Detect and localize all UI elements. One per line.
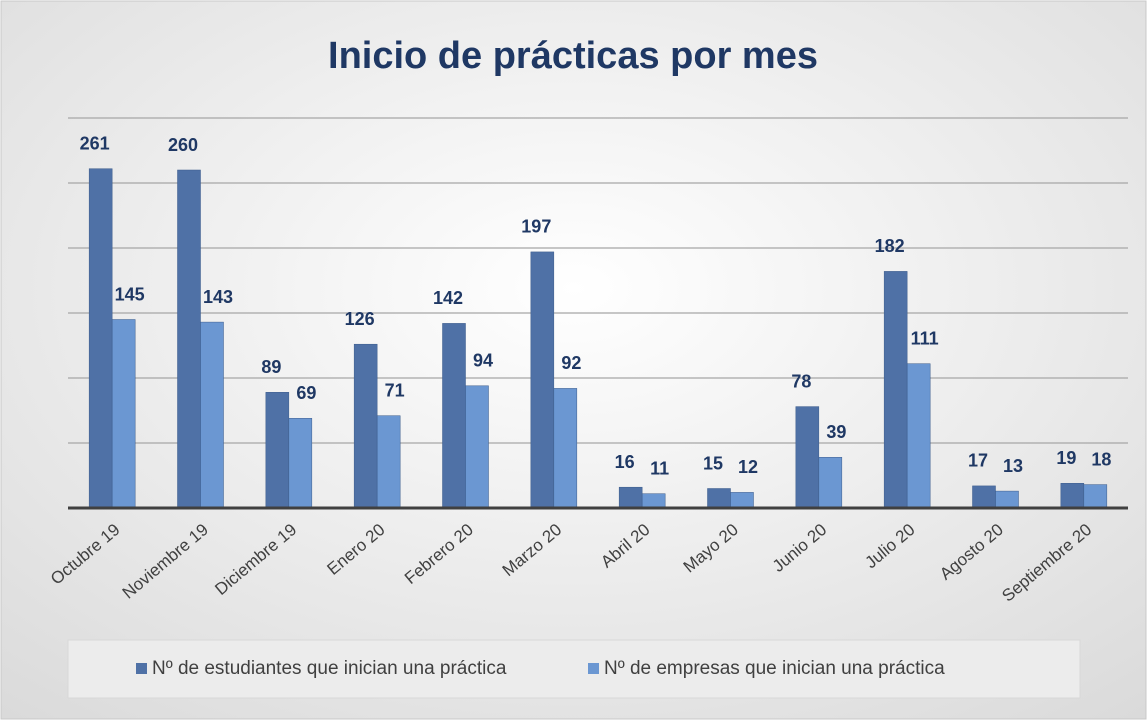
data-label: 126 — [345, 309, 375, 329]
data-label: 39 — [826, 422, 846, 442]
bar — [995, 490, 1019, 509]
data-label: 16 — [615, 452, 635, 472]
bar — [553, 388, 578, 509]
legend-label: Nº de estudiantes que inician una prácti… — [152, 658, 507, 679]
bar — [641, 493, 666, 509]
data-label: 19 — [1056, 448, 1076, 468]
data-label: 13 — [1003, 456, 1023, 476]
bar — [906, 363, 931, 509]
data-label: 182 — [875, 236, 905, 256]
data-label: 11 — [650, 458, 669, 478]
bar — [1083, 484, 1108, 509]
data-label: 142 — [433, 288, 463, 308]
bar — [1060, 483, 1085, 509]
data-label: 92 — [561, 353, 581, 373]
bar — [618, 486, 643, 509]
bar — [465, 385, 489, 509]
bar — [353, 343, 378, 509]
data-label: 261 — [80, 133, 110, 153]
chart-title: Inicio de prácticas por mes — [328, 35, 818, 77]
data-label: 78 — [791, 371, 811, 391]
bar — [177, 169, 201, 509]
bar — [707, 488, 731, 509]
data-label: 197 — [521, 217, 551, 237]
data-label: 69 — [296, 383, 316, 403]
data-label: 89 — [261, 357, 281, 377]
bar — [730, 492, 754, 509]
data-label: 260 — [168, 135, 198, 155]
bar — [530, 251, 555, 509]
bar — [265, 392, 290, 509]
legend-swatch — [588, 663, 599, 674]
data-label: 12 — [738, 457, 758, 477]
data-label: 111 — [911, 328, 939, 348]
bar — [88, 168, 113, 509]
bar — [200, 321, 224, 509]
bar — [288, 418, 313, 509]
data-label: 145 — [115, 284, 145, 304]
bar — [442, 323, 466, 509]
bar — [795, 406, 820, 509]
data-label: 15 — [703, 453, 723, 473]
legend — [67, 639, 1081, 699]
legend-swatch — [136, 663, 147, 674]
legend-label: Nº de empresas que inician una práctica — [604, 658, 945, 679]
data-label: 71 — [385, 380, 405, 400]
bar — [111, 319, 136, 509]
bar — [972, 485, 996, 509]
data-label: 94 — [473, 351, 493, 371]
data-label: 18 — [1091, 449, 1111, 469]
bar — [376, 415, 401, 509]
bar — [818, 457, 843, 509]
data-label: 143 — [203, 287, 233, 307]
bar — [883, 271, 908, 509]
data-label: 17 — [968, 451, 988, 471]
